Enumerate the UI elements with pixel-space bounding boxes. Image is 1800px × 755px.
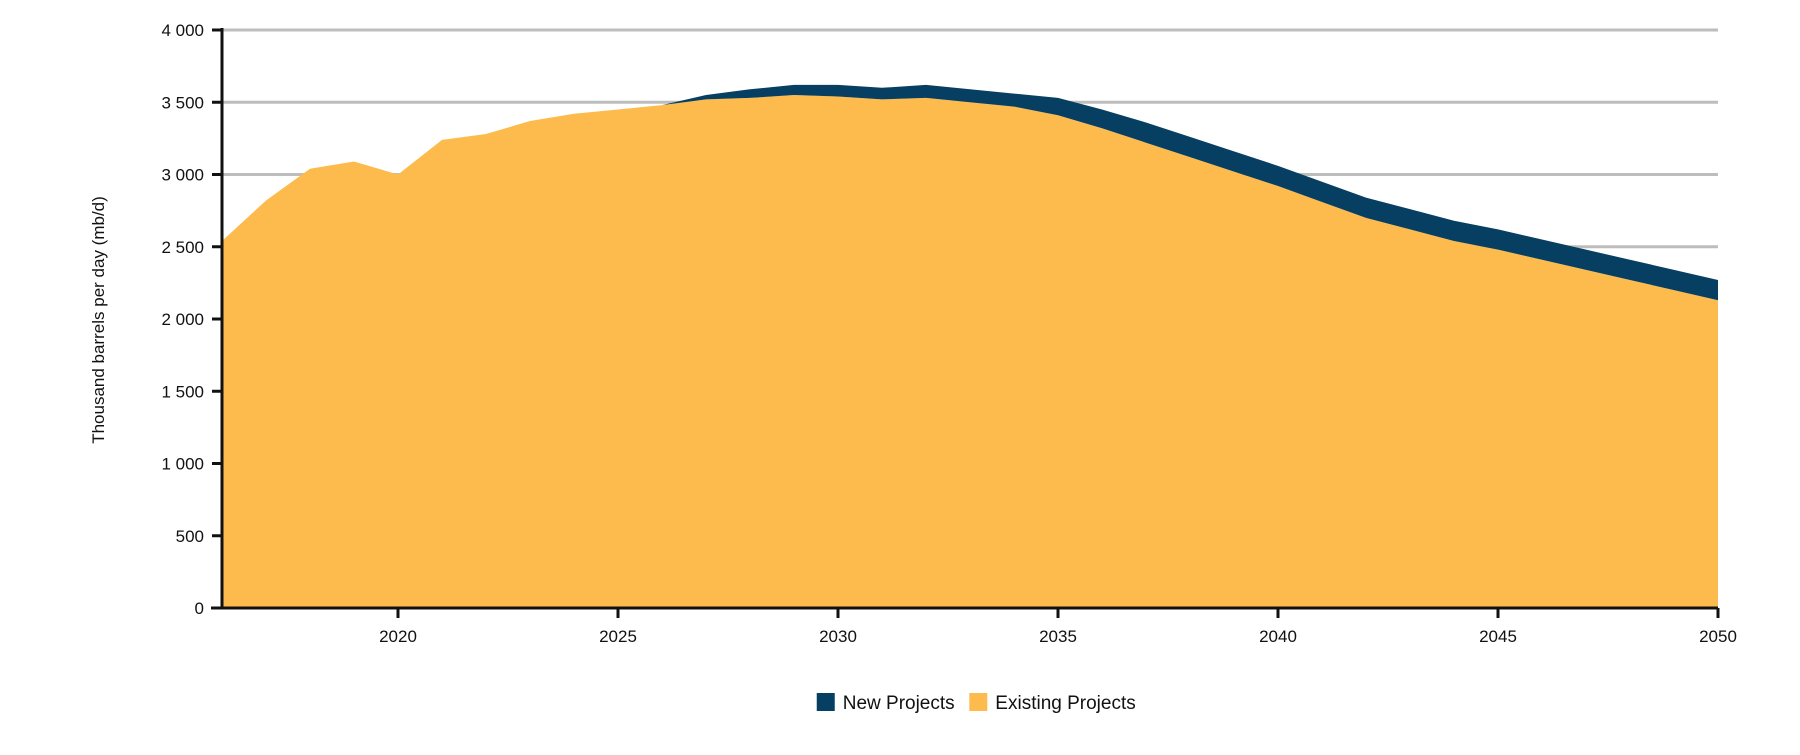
x-tick-label: 2035 <box>1039 627 1077 646</box>
x-tick-label: 2040 <box>1259 627 1297 646</box>
y-tick-label: 3 000 <box>161 166 204 185</box>
x-tick-label: 2020 <box>379 627 417 646</box>
y-tick-label: 2 500 <box>161 238 204 257</box>
tick-labels: 0 500 1 000 1 500 2 000 2 500 3 000 3 500 4 000 2… <box>161 21 1736 646</box>
y-tick-label: 500 <box>176 527 204 546</box>
y-tick-label: 0 <box>195 599 204 618</box>
y-tick-label: 2 000 <box>161 310 204 329</box>
legend-swatch-existing-projects <box>969 693 988 711</box>
axes <box>211 28 1720 618</box>
y-tick-label: 3 500 <box>161 93 204 112</box>
legend-label-existing-projects: Existing Projects <box>995 693 1135 714</box>
series-areas <box>222 84 1718 608</box>
y-axis-label: Thousand barrels per day (mb/d) <box>89 196 108 444</box>
x-tick-label: 2045 <box>1479 627 1517 646</box>
x-tick-label: 2025 <box>599 627 637 646</box>
y-tick-label: 1 000 <box>161 455 204 474</box>
x-tick-label: 2050 <box>1699 627 1737 646</box>
legend-label-new-projects: New Projects <box>843 693 955 714</box>
legend-swatch-new-projects <box>816 693 835 711</box>
y-tick-label: 1 500 <box>161 382 204 401</box>
area-existing-projects <box>222 95 1718 608</box>
y-tick-label: 4 000 <box>161 21 204 40</box>
x-tick-label: 2030 <box>819 627 857 646</box>
legend: New Projects Existing Projects <box>816 693 1136 714</box>
